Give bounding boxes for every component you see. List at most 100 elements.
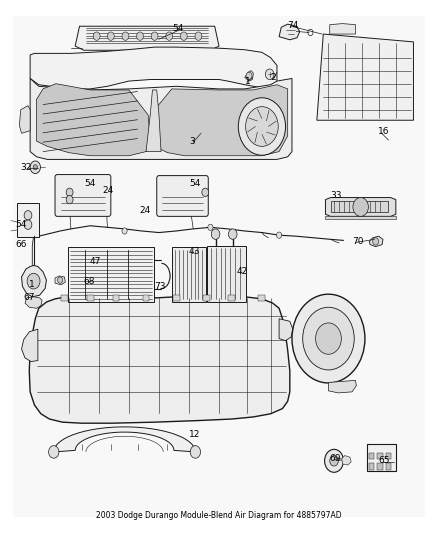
Bar <box>386 463 391 470</box>
Polygon shape <box>30 78 292 159</box>
Circle shape <box>276 232 282 238</box>
Text: 33: 33 <box>331 191 342 200</box>
Text: 69: 69 <box>330 454 341 463</box>
Bar <box>61 295 68 302</box>
Polygon shape <box>325 198 396 216</box>
Circle shape <box>265 69 274 79</box>
Bar <box>258 295 265 302</box>
Polygon shape <box>328 381 357 393</box>
Text: 67: 67 <box>24 293 35 302</box>
Polygon shape <box>30 47 277 89</box>
Text: 66: 66 <box>15 239 27 248</box>
Polygon shape <box>29 295 290 423</box>
Circle shape <box>66 196 73 204</box>
Polygon shape <box>330 23 356 34</box>
Text: 74: 74 <box>288 21 299 30</box>
Text: 1: 1 <box>245 77 251 86</box>
Polygon shape <box>279 24 300 40</box>
Circle shape <box>238 98 286 155</box>
Circle shape <box>353 198 368 216</box>
Circle shape <box>190 446 201 458</box>
Bar <box>367 444 396 471</box>
Circle shape <box>208 224 213 230</box>
Circle shape <box>137 32 144 41</box>
Bar <box>68 247 154 302</box>
Polygon shape <box>55 276 65 285</box>
Bar <box>113 295 120 302</box>
Polygon shape <box>146 90 161 151</box>
Polygon shape <box>369 236 383 247</box>
Circle shape <box>246 72 252 79</box>
Text: 16: 16 <box>378 127 389 136</box>
Polygon shape <box>19 106 30 133</box>
Text: 65: 65 <box>379 456 390 465</box>
Bar <box>369 453 374 459</box>
Circle shape <box>330 456 338 466</box>
Bar <box>87 295 94 302</box>
Text: 54: 54 <box>84 180 95 189</box>
Bar <box>173 295 180 302</box>
Circle shape <box>122 228 127 234</box>
Text: 54: 54 <box>189 180 200 189</box>
Circle shape <box>24 211 32 220</box>
Polygon shape <box>245 71 253 81</box>
Bar <box>229 295 235 302</box>
Bar <box>207 246 246 302</box>
Circle shape <box>58 277 63 283</box>
Polygon shape <box>75 26 219 50</box>
Bar <box>369 463 374 470</box>
Text: 43: 43 <box>188 247 199 256</box>
Text: 2: 2 <box>271 73 276 82</box>
Circle shape <box>315 323 341 354</box>
Circle shape <box>27 273 40 289</box>
Circle shape <box>93 32 100 41</box>
Circle shape <box>33 165 37 170</box>
Polygon shape <box>54 427 195 452</box>
Circle shape <box>303 307 354 370</box>
Polygon shape <box>21 329 38 361</box>
Bar <box>332 201 388 212</box>
Text: 24: 24 <box>102 186 113 195</box>
Circle shape <box>180 32 187 41</box>
Text: 24: 24 <box>140 206 151 215</box>
Text: 2003 Dodge Durango Module-Blend Air Diagram for 4885797AD: 2003 Dodge Durango Module-Blend Air Diag… <box>96 511 342 520</box>
Polygon shape <box>325 216 396 220</box>
Bar <box>378 453 382 459</box>
Text: 70: 70 <box>352 237 364 246</box>
Circle shape <box>66 188 73 197</box>
Circle shape <box>122 32 129 41</box>
Circle shape <box>49 446 59 458</box>
Polygon shape <box>150 85 288 156</box>
Circle shape <box>151 32 158 41</box>
Bar <box>378 463 382 470</box>
FancyBboxPatch shape <box>55 175 111 216</box>
Circle shape <box>195 32 202 41</box>
Polygon shape <box>25 297 42 308</box>
Circle shape <box>202 188 208 197</box>
Text: 68: 68 <box>84 277 95 286</box>
Circle shape <box>30 161 40 174</box>
Polygon shape <box>317 34 413 120</box>
Polygon shape <box>279 319 293 341</box>
Circle shape <box>107 32 114 41</box>
Bar <box>17 203 39 237</box>
Text: 47: 47 <box>89 257 101 266</box>
Polygon shape <box>36 84 150 156</box>
Text: 42: 42 <box>236 267 247 276</box>
Text: 12: 12 <box>189 430 200 439</box>
Circle shape <box>229 229 237 239</box>
Circle shape <box>24 220 32 229</box>
Circle shape <box>373 238 379 245</box>
Circle shape <box>211 229 220 239</box>
Text: 54: 54 <box>172 25 183 34</box>
Bar <box>172 247 206 302</box>
Text: 73: 73 <box>154 282 165 291</box>
Circle shape <box>325 449 343 472</box>
Bar <box>203 295 209 302</box>
Text: 54: 54 <box>15 220 26 229</box>
Circle shape <box>292 294 365 383</box>
Circle shape <box>166 32 173 41</box>
Text: 32: 32 <box>21 163 32 172</box>
Circle shape <box>246 107 278 147</box>
Text: 1: 1 <box>29 280 35 289</box>
